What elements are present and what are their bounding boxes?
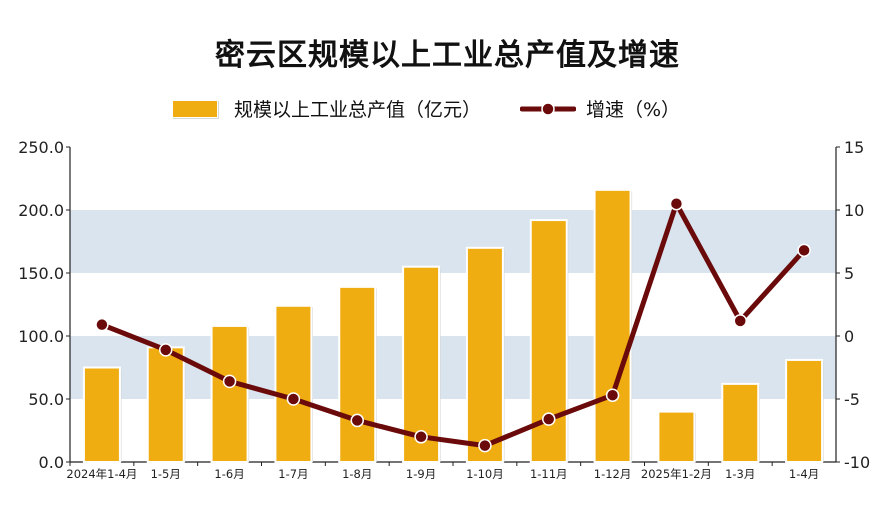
bar [465,246,504,463]
bar [402,265,441,464]
grid-band [70,210,836,273]
x-tick-label: 2024年1-4月 [66,467,137,481]
x-tick-label: 1-11月 [530,467,568,481]
legend: 规模以上工业总产值（亿元） 增速（%） [0,95,895,125]
growth-point [159,343,173,357]
y-right-tick-label: 15 [844,138,864,157]
y-left-tick-label: 100.0 [18,327,64,346]
bar [593,188,632,463]
legend-item-output: 规模以上工业总产值（亿元） [172,95,481,122]
bar [82,366,121,463]
y-right-tick-label: 0 [844,327,854,346]
growth-point [350,413,364,428]
legend-bar-swatch [172,99,218,118]
growth-point [605,388,620,402]
legend-bar-label: 规模以上工业总产值（亿元） [234,99,482,121]
growth-point [669,196,684,211]
growth-point [478,438,492,453]
growth-line [99,201,807,449]
growth-point [797,243,811,258]
growth-point [286,392,301,406]
growth-point [414,430,428,444]
y-right-tick-label: -5 [844,390,860,409]
bar [657,410,696,464]
bar [785,358,824,463]
x-tick-label: 2025年1-2月 [641,467,712,481]
chart-title: 密云区规模以上工业总产值及增速 [215,38,680,73]
y-right-tick-label: 5 [844,264,854,283]
y-left-tick-label: 50.0 [28,390,64,409]
bar [721,382,760,464]
growth-point [733,314,747,328]
x-tick-label: 1-3月 [725,467,755,481]
growth-point [95,317,109,332]
y-right-tick-label: -10 [844,453,870,472]
growth-point [542,412,556,426]
y-left-tick-label: 200.0 [18,201,64,220]
y-left-tick-label: 0.0 [39,453,64,472]
bar [274,304,313,464]
x-tick-label: 1-9月 [406,467,436,481]
x-tick-label: 1-10月 [466,467,504,481]
y-right-tick-label: 10 [844,201,864,220]
legend-item-growth: 增速（%） [520,95,680,122]
bar [146,346,185,463]
x-tick-label: 1-8月 [342,467,372,481]
legend-line-swatch [520,101,576,116]
y-left-tick-label: 150.0 [18,264,64,283]
bar [338,285,377,463]
y-left-tick-label: 250.0 [18,138,64,157]
growth-point [222,374,237,389]
x-tick-label: 1-5月 [151,467,181,481]
x-tick-label: 1-4月 [789,467,819,481]
x-tick-label: 1-7月 [278,467,308,481]
x-tick-label: 1-6月 [214,467,244,481]
bar [210,324,249,464]
legend-line-label: 增速（%） [586,99,681,121]
x-tick-label: 1-12月 [594,467,632,481]
